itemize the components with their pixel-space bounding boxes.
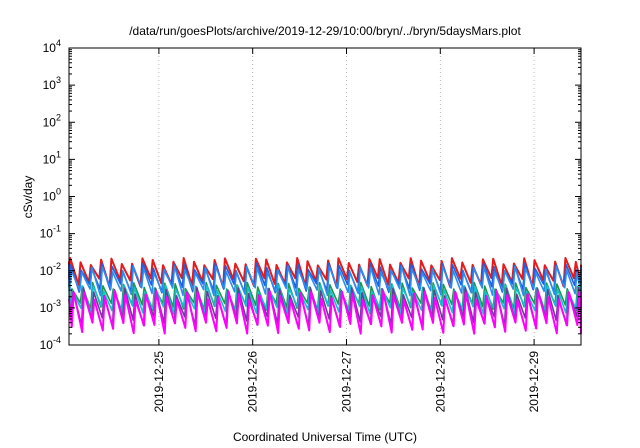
y-tick-label-base: 10 [40,338,54,352]
y-tick-label: 100 [43,187,61,204]
y-tick-label: 10-1 [40,224,61,241]
y-tick-label: 104 [43,38,61,55]
y-tick-label-base: 10 [40,227,54,241]
x-tick-label: 2019-12-26 [246,351,260,413]
y-tick-label-exponent: 2 [56,112,61,122]
x-axis-label: Coordinated Universal Time (UTC) [233,430,417,444]
y-tick-label-exponent: -3 [53,298,61,308]
plot-lines [68,257,582,335]
y-tick-label-exponent: 4 [56,38,61,48]
y-tick-label: 102 [43,112,61,129]
series-line [68,257,582,288]
x-tick-label: 2019-12-29 [527,351,541,413]
y-tick-label-base: 10 [43,78,57,92]
y-tick-label-exponent: 3 [56,75,61,85]
chart-title: /data/run/goesPlots/archive/2019-12-29/1… [129,24,521,38]
y-tick-label-base: 10 [43,190,57,204]
x-tick-label: 2019-12-27 [339,351,353,413]
x-axis: 2019-12-25 2019-12-26 2019-12-27 2019-12-28… [152,48,541,412]
y-tick-label: 10-3 [40,298,61,315]
y-tick-label-base: 10 [43,115,57,129]
y-tick-label-exponent: -1 [53,224,61,234]
series-line [68,290,582,335]
y-tick-label: 10-4 [40,335,61,352]
y-tick-label: 103 [43,75,61,92]
y-tick-label-base: 10 [43,152,57,166]
series-line [68,284,582,315]
y-tick-label-exponent: 1 [56,149,61,159]
y-tick-label-exponent: -4 [53,335,61,345]
y-tick-label-exponent: -2 [53,261,61,271]
grid [158,48,535,345]
x-tick-label: 2019-12-28 [433,351,447,413]
y-axis-label: cSv/day [21,176,35,219]
y-tick-label-base: 10 [43,41,57,55]
y-tick-label: 101 [43,149,61,166]
y-tick-label-exponent: 0 [56,187,61,197]
x-tick-label: 2019-12-25 [152,351,166,413]
series-line [68,265,582,297]
y-tick-label: 10-2 [40,261,61,278]
y-tick-label-base: 10 [40,301,54,315]
y-tick-label-base: 10 [40,264,54,278]
